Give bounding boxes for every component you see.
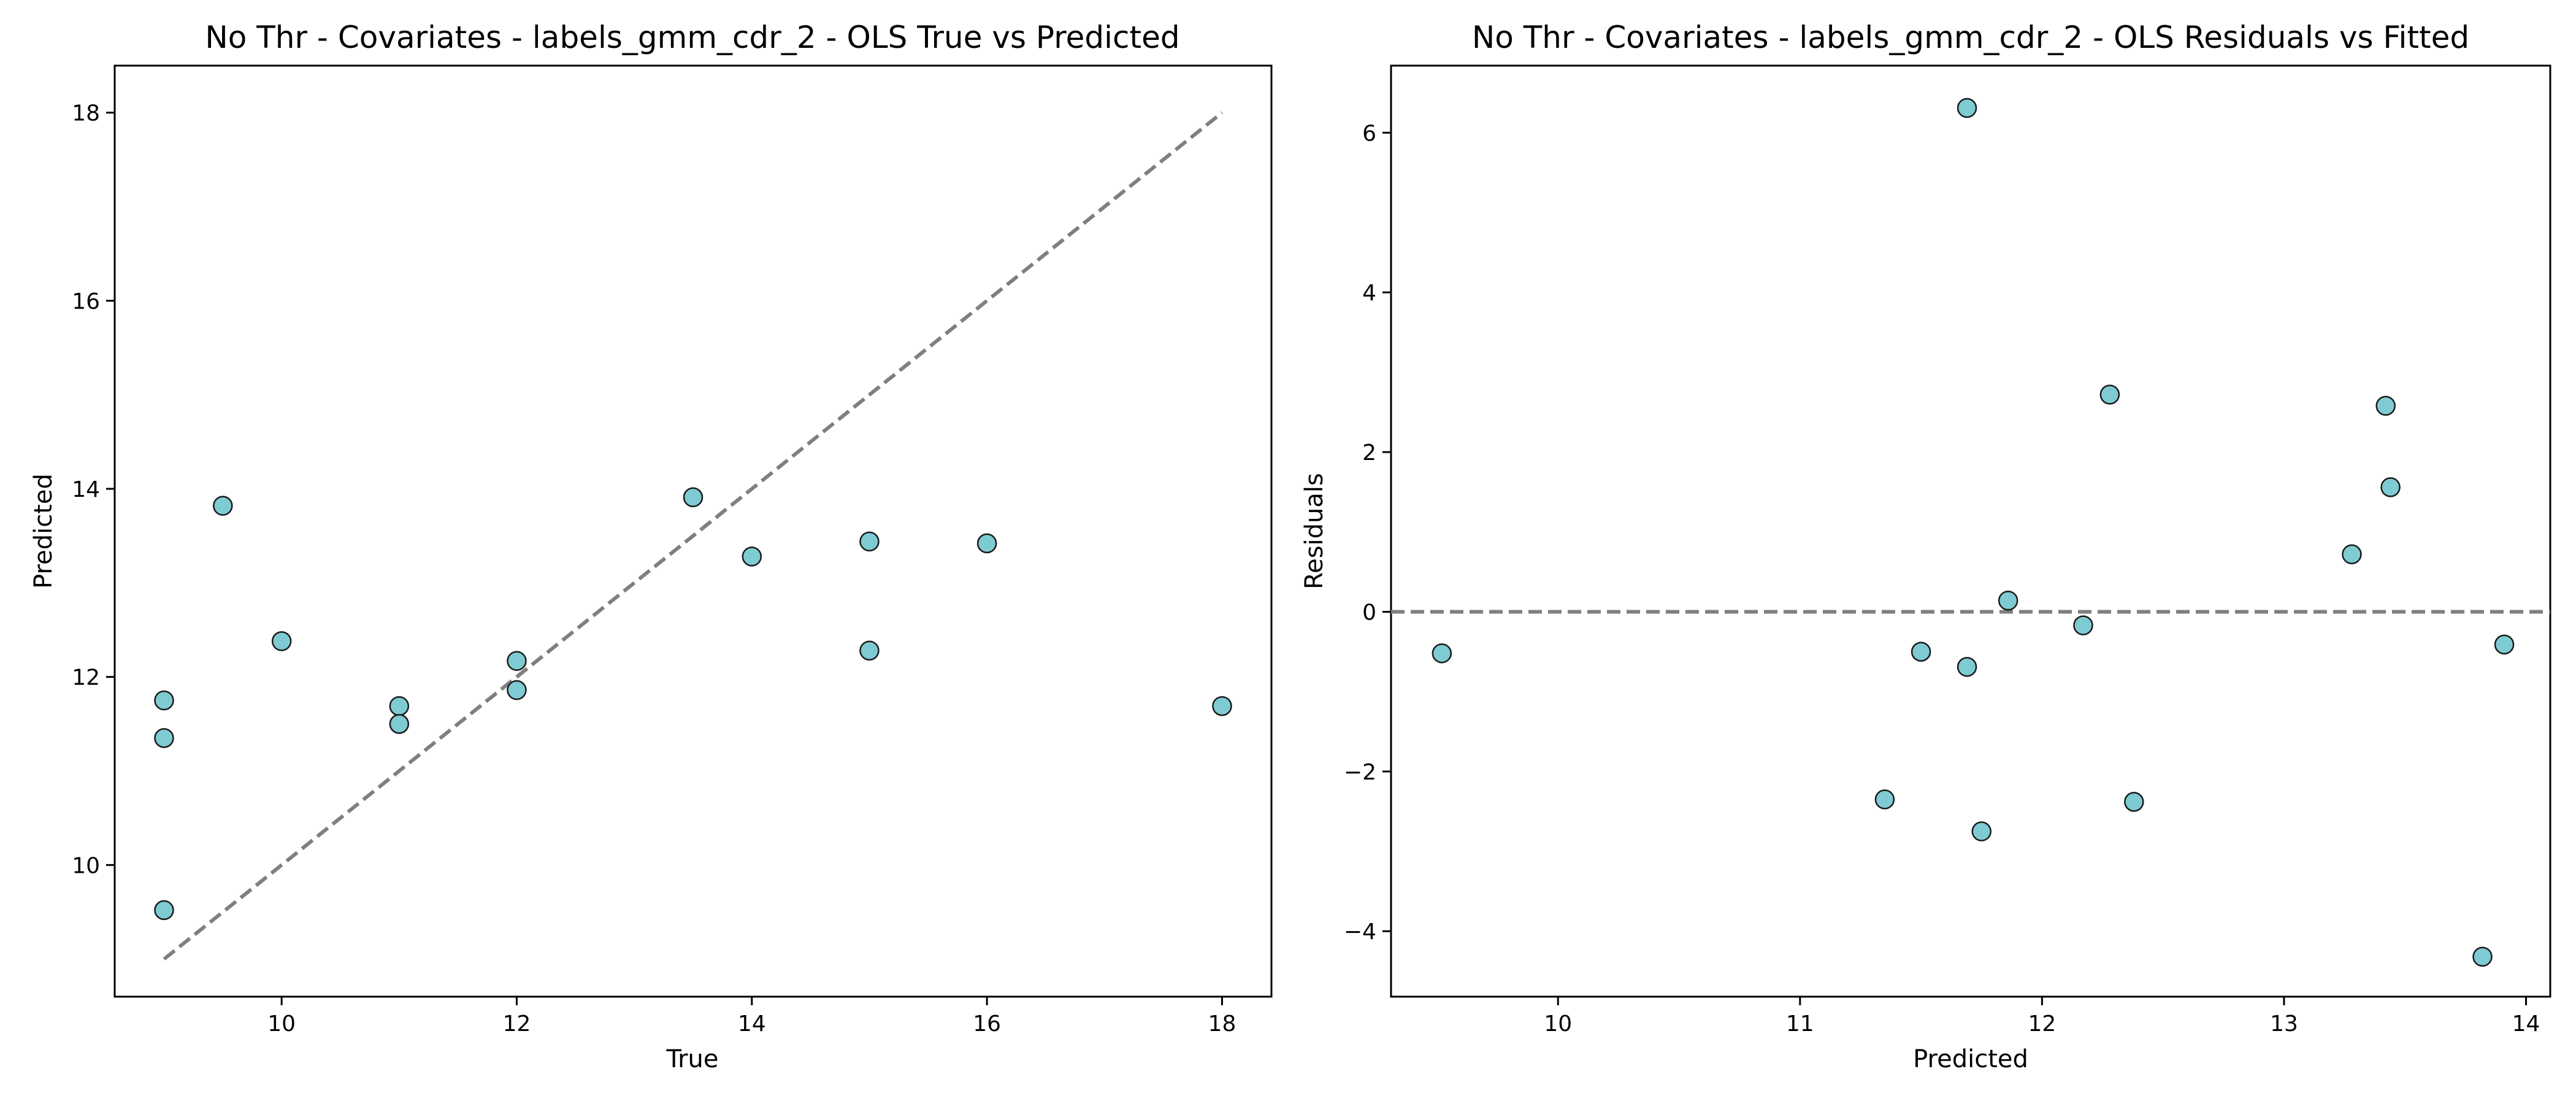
true-vs-predicted-data-point (213, 496, 233, 516)
true-vs-predicted-panel: No Thr - Covariates - labels_gmm_cdr_2 -… (29, 20, 1273, 1073)
true-vs-predicted-y-tick-label: 12 (72, 665, 100, 691)
true-vs-predicted-data-point (271, 631, 292, 651)
residuals-vs-fitted-points (1432, 98, 2515, 967)
residuals-vs-fitted-data-point (1432, 643, 1452, 664)
residuals-vs-fitted-y-tick-label: 4 (1362, 281, 1376, 306)
residuals-vs-fitted-y-axis: −4 −2 0 2 4 6 (1344, 121, 1391, 945)
residuals-vs-fitted-data-point (1911, 642, 1931, 662)
residuals-vs-fitted-data-point (1957, 657, 1977, 677)
residuals-vs-fitted-data-point (2342, 544, 2362, 565)
true-vs-predicted-y-tick-label: 10 (72, 853, 100, 878)
residuals-vs-fitted-y-label: Residuals (1300, 473, 1328, 589)
true-vs-predicted-y-tick-label: 18 (72, 101, 100, 126)
true-vs-predicted-data-point (1212, 696, 1232, 716)
true-vs-predicted-x-tick-label: 16 (973, 1011, 1001, 1037)
true-vs-predicted-y-tick-label: 14 (72, 477, 100, 502)
residuals-vs-fitted-data-point (2494, 634, 2515, 655)
residuals-vs-fitted-x-label: Predicted (1913, 1045, 2028, 1073)
true-vs-predicted-data-point (859, 640, 880, 661)
residuals-vs-fitted-data-point (2124, 792, 2144, 812)
residuals-vs-fitted-data-point (2375, 396, 2396, 416)
identity-reference-line (163, 111, 1224, 961)
residuals-vs-fitted-panel: No Thr - Covariates - labels_gmm_cdr_2 -… (1300, 20, 2551, 1073)
true-vs-predicted-data-point (507, 680, 527, 700)
residuals-vs-fitted-y-tick-label: 0 (1362, 600, 1376, 625)
residuals-vs-fitted-y-tick-label: −2 (1344, 760, 1376, 785)
residuals-vs-fitted-data-point (1971, 821, 1992, 841)
residuals-vs-fitted-data-point (2472, 946, 2493, 967)
residuals-vs-fitted-y-tick-label: −4 (1344, 919, 1376, 945)
true-vs-predicted-x-tick-label: 10 (267, 1011, 296, 1037)
true-vs-predicted-data-point (154, 690, 174, 711)
residuals-vs-fitted-x-tick-label: 12 (2028, 1011, 2056, 1037)
true-vs-predicted-data-point (742, 546, 762, 567)
residuals-vs-fitted-data-point (1957, 98, 1977, 118)
residuals-vs-fitted-title: No Thr - Covariates - labels_gmm_cdr_2 -… (1472, 20, 2469, 55)
residuals-vs-fitted-data-point (2380, 477, 2401, 497)
residuals-vs-fitted-x-tick-label: 10 (1544, 1011, 1572, 1037)
residuals-vs-fitted-y-tick-label: 2 (1362, 440, 1376, 466)
true-vs-predicted-data-point (976, 533, 997, 554)
residuals-vs-fitted-data-point (1998, 591, 2018, 611)
true-vs-predicted-x-tick-label: 18 (1208, 1011, 1236, 1037)
true-vs-predicted-data-point (154, 900, 174, 921)
true-vs-predicted-data-point (683, 487, 703, 508)
true-vs-predicted-title: No Thr - Covariates - labels_gmm_cdr_2 -… (205, 20, 1179, 55)
residuals-vs-fitted-x-axis: 10 11 12 13 14 (1544, 997, 2540, 1037)
true-vs-predicted-y-tick-label: 16 (72, 289, 100, 314)
true-vs-predicted-data-point (389, 696, 410, 716)
true-vs-predicted-data-point (859, 531, 880, 552)
true-vs-predicted-y-axis: 10 12 14 16 18 (72, 101, 115, 878)
residuals-vs-fitted-y-tick-label: 6 (1362, 121, 1376, 146)
residuals-vs-fitted-x-tick-label: 13 (2270, 1011, 2298, 1037)
residuals-vs-fitted-data-point (2073, 615, 2093, 635)
true-vs-predicted-x-axis: 10 12 14 16 18 (267, 997, 1236, 1037)
true-vs-predicted-x-tick-label: 12 (503, 1011, 531, 1037)
residuals-vs-fitted-data-point (1874, 789, 1895, 810)
residuals-vs-fitted-plot-area (1390, 64, 2551, 998)
residuals-vs-fitted-x-tick-label: 11 (1786, 1011, 1814, 1037)
true-vs-predicted-data-point (507, 651, 527, 671)
true-vs-predicted-x-tick-label: 14 (738, 1011, 766, 1037)
true-vs-predicted-x-label: True (666, 1045, 719, 1073)
true-vs-predicted-data-point (389, 714, 410, 734)
true-vs-predicted-points (154, 487, 1232, 921)
true-vs-predicted-data-point (154, 728, 174, 748)
true-vs-predicted-y-label: Predicted (29, 473, 58, 589)
true-vs-predicted-plot-area (113, 64, 1273, 998)
residuals-vs-fitted-data-point (2099, 385, 2120, 405)
residuals-vs-fitted-x-tick-label: 14 (2512, 1011, 2540, 1037)
true-vs-predicted-reference-layer (163, 111, 1224, 961)
